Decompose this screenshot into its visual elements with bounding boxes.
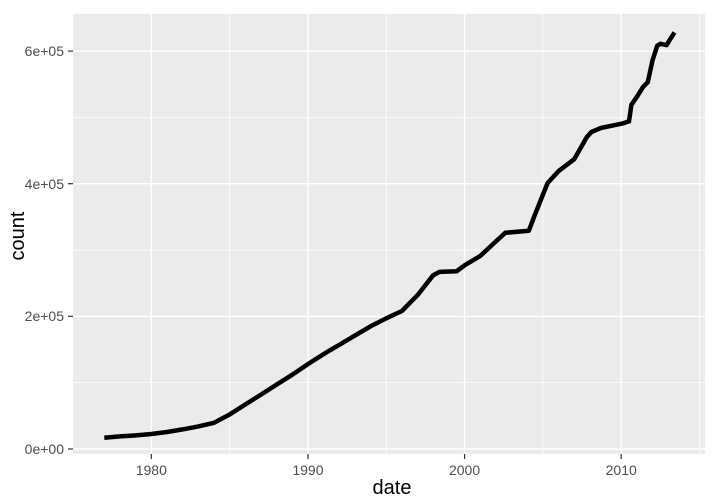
x-axis-tick-label: 2010 [605, 462, 637, 478]
x-axis-tick-label: 1980 [135, 462, 167, 478]
x-axis-tick-label: 1990 [292, 462, 324, 478]
y-axis-tick-label: 0e+00 [24, 440, 64, 457]
data-line [104, 31, 677, 440]
x-axis-tick-label: 2000 [448, 462, 481, 478]
minor-gridlines [73, 14, 705, 454]
y-axis-tick-label: 4e+05 [24, 175, 64, 192]
y-axis-tick-label: 6e+05 [24, 43, 64, 60]
y-axis-tick-label: 2e+05 [24, 308, 64, 325]
x-axis-title: date [372, 477, 412, 499]
panel-background [73, 14, 705, 454]
axis-tick-marks [68, 50, 622, 459]
y-axis-title: count [7, 211, 29, 261]
